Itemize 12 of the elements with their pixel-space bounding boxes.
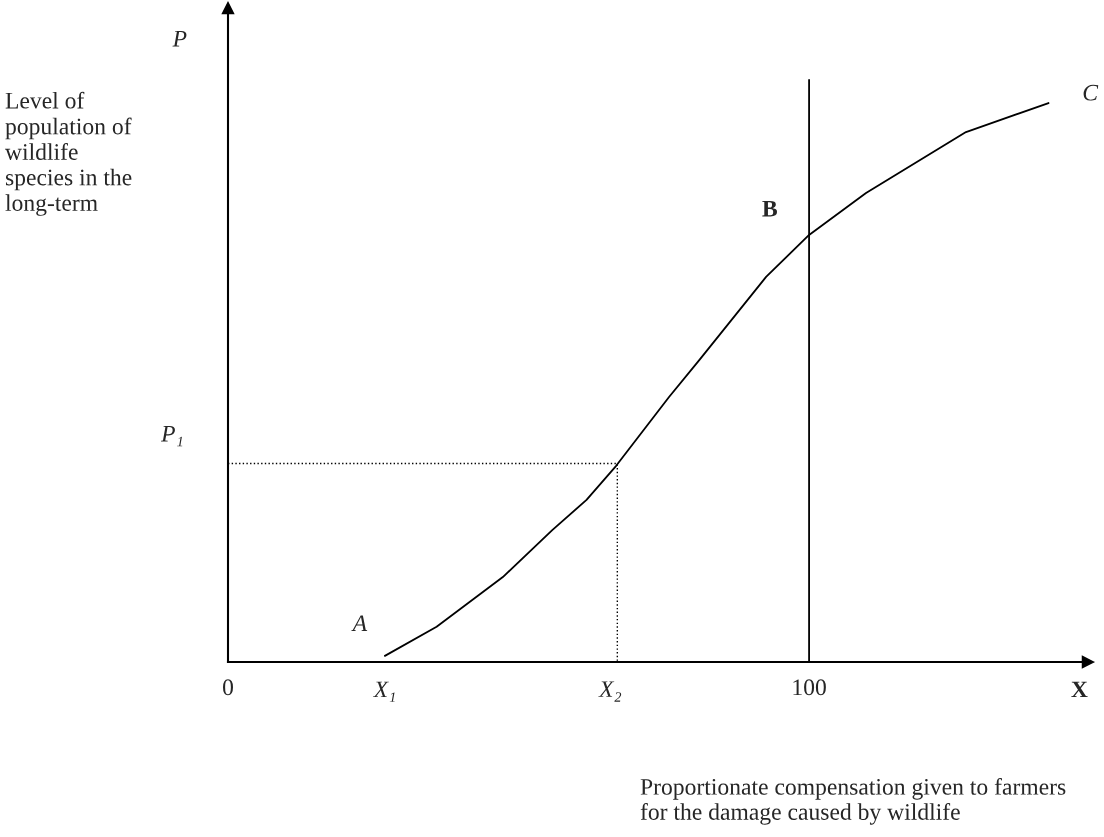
annotation: C bbox=[1083, 84, 1099, 101]
x-tick-label: 0 bbox=[223, 679, 233, 696]
text: X bbox=[1071, 681, 1088, 698]
x-tick-label: 100 bbox=[793, 679, 826, 696]
text: P bbox=[172, 30, 187, 47]
annotation: X₂ bbox=[598, 681, 622, 702]
annotation: P₁ bbox=[161, 426, 183, 447]
annotation: A bbox=[351, 615, 368, 631]
y-axis-title: Level of population of wildlife species in the long-term bbox=[5, 91, 132, 216]
annotation: B bbox=[762, 200, 778, 217]
x-axis-title: Proportionate compensation given to farmers for the damage caused by wildlife bbox=[640, 778, 1066, 825]
text: X₁ bbox=[372, 681, 395, 702]
